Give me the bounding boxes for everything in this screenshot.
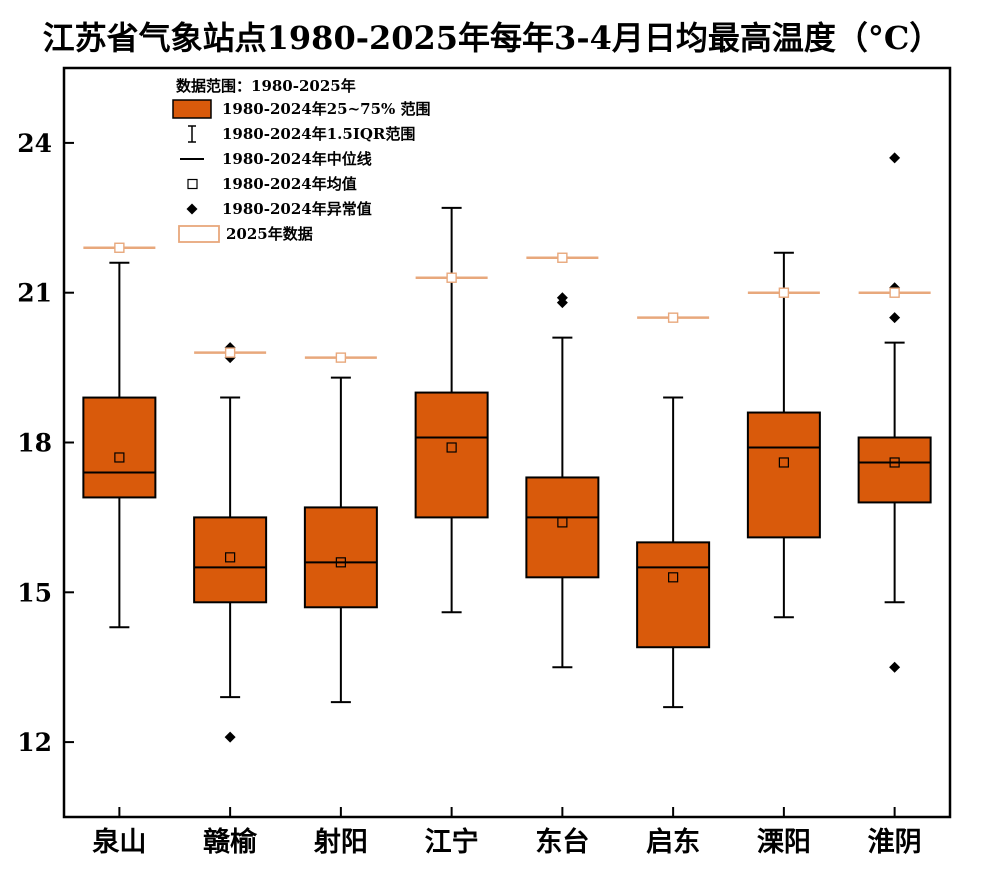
y-tick-label: 21 <box>17 279 52 308</box>
legend-entry: 1980-2024年均值 <box>187 175 357 193</box>
legend-2025-swatch <box>178 225 220 243</box>
chart-title: 江苏省气象站点1980-2025年每年3-4月日均最高温度（°C） <box>42 19 942 57</box>
x-tick-label: 启东 <box>646 826 700 858</box>
outlier-point <box>889 661 901 673</box>
x-tick-label: 江宁 <box>425 826 479 858</box>
mean-marker <box>668 572 679 583</box>
legend-label: 1980-2024年中位线 <box>222 150 372 168</box>
x-tick-label: 泉山 <box>92 826 146 858</box>
box-series <box>82 152 932 743</box>
iqr-box <box>746 411 821 539</box>
legend-entry: 1980-2024年异常值 <box>186 200 372 218</box>
x-tick-label: 赣榆 <box>203 826 258 858</box>
legend-box-swatch <box>172 99 212 119</box>
legend-label: 1980-2024年异常值 <box>222 200 372 218</box>
iqr-box <box>857 436 932 504</box>
value-2025-marker <box>114 242 125 253</box>
box-group <box>636 312 711 709</box>
box-group <box>525 252 600 669</box>
x-tick-label: 溧阳 <box>757 827 811 858</box>
box-group <box>746 251 821 619</box>
legend-label: 1980-2024年25~75% 范围 <box>222 100 431 118</box>
legend: 数据范围：1980-2025年 1980-2024年25~75% 范围 1980-2… <box>172 77 431 243</box>
mean-marker <box>446 442 457 453</box>
box-group <box>414 206 489 614</box>
plot-axes: 12 15 18 21 24 泉山 赣榆 射阳 江宁 东台 启东 溧阳 淮阴 <box>17 66 952 858</box>
iqr-box <box>636 541 711 649</box>
legend-entry: 2025年数据 <box>178 225 313 243</box>
mean-marker <box>557 517 568 528</box>
box-group <box>857 152 932 673</box>
value-2025-marker <box>557 252 568 263</box>
y-tick-label: 24 <box>17 129 52 158</box>
x-tick-label: 射阳 <box>313 827 368 858</box>
legend-mean-swatch <box>187 178 198 190</box>
legend-label: 1980-2024年均值 <box>222 175 357 193</box>
mean-marker <box>225 552 236 563</box>
box-group <box>82 242 157 629</box>
iqr-box <box>193 516 268 604</box>
mean-marker <box>889 457 900 468</box>
legend-entry: 1980-2024年中位线 <box>180 150 372 168</box>
x-tick-label: 东台 <box>535 826 589 858</box>
outlier-point <box>889 152 901 164</box>
mean-marker <box>778 457 789 468</box>
legend-outlier-swatch <box>186 203 198 215</box>
mean-marker <box>335 557 346 568</box>
x-tick-label: 淮阴 <box>868 827 922 858</box>
value-2025-marker <box>778 287 790 298</box>
value-2025-marker <box>224 347 236 358</box>
iqr-box <box>414 391 489 519</box>
legend-title: 数据范围：1980-2025年 <box>176 77 356 95</box>
legend-label: 1980-2024年1.5IQR范围 <box>222 125 415 143</box>
iqr-box <box>82 396 157 499</box>
outlier-point <box>889 312 901 324</box>
value-2025-marker <box>335 352 347 363</box>
y-tick-label: 18 <box>17 429 52 458</box>
mean-marker <box>114 452 125 463</box>
box-group <box>303 352 378 704</box>
box-group <box>193 342 268 743</box>
legend-label: 2025年数据 <box>226 225 313 243</box>
outlier-point <box>224 731 236 743</box>
legend-entry: 1980-2024年1.5IQR范围 <box>188 125 415 143</box>
outlier-point <box>556 292 568 304</box>
y-tick-label: 12 <box>17 728 52 757</box>
value-2025-marker <box>889 287 900 298</box>
legend-entry: 1980-2024年25~75% 范围 <box>172 99 431 119</box>
value-2025-marker <box>446 272 457 283</box>
y-tick-label: 15 <box>17 578 52 607</box>
value-2025-marker <box>667 312 679 323</box>
